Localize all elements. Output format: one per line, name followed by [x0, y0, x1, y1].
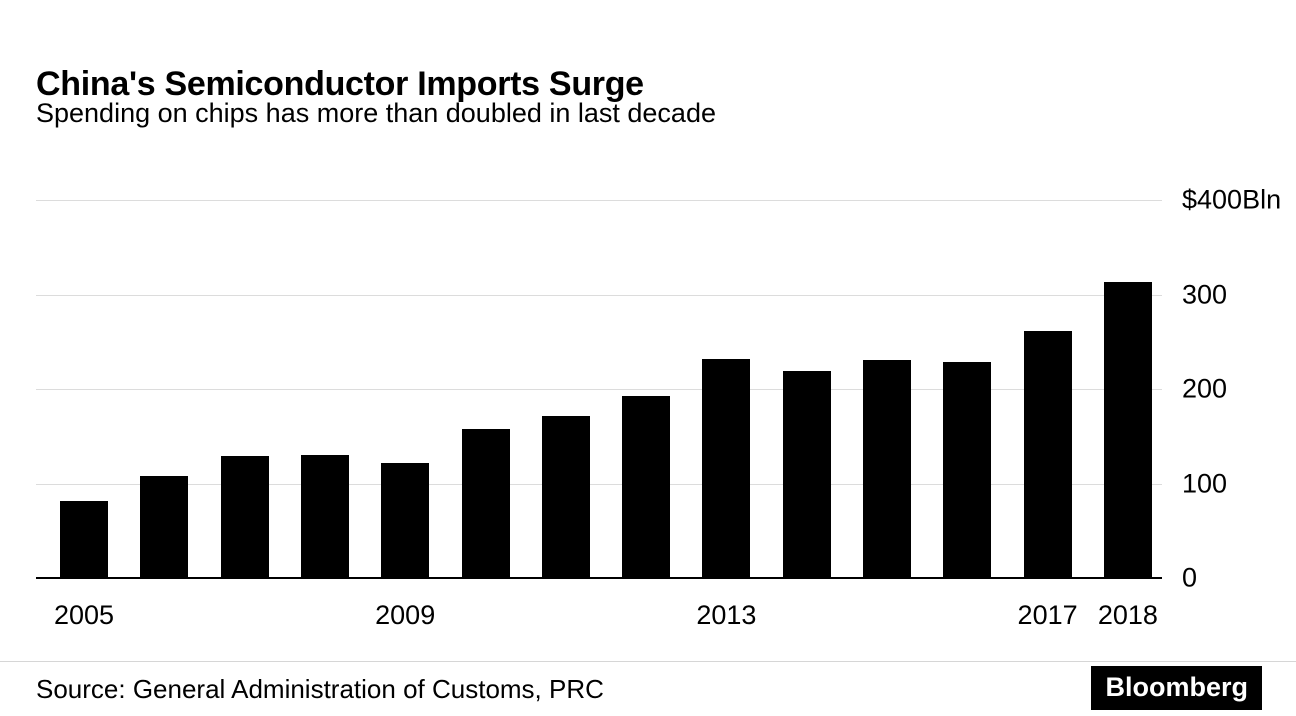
bar-2013: [702, 358, 751, 577]
x-axis-label-2017: 2017: [1017, 600, 1078, 630]
chart-title: China's Semiconductor Imports Surge: [36, 64, 644, 103]
x-axis-label-2009: 2009: [375, 600, 436, 630]
bar-2005: [60, 501, 108, 577]
y-axis-label-0: 0: [1182, 562, 1198, 593]
footer-divider: [0, 661, 1296, 662]
bar-2011: [541, 416, 590, 577]
bar-2017: [1023, 331, 1072, 577]
y-axis-label-100: 100: [1182, 468, 1228, 498]
y-axis-label-200: 200: [1182, 373, 1228, 404]
bar-2007: [220, 456, 269, 577]
gridline-300: [36, 294, 1162, 296]
bar-2006: [140, 475, 189, 577]
y-axis-label-400: $400Bln: [1182, 184, 1282, 215]
bar-2008: [300, 455, 349, 577]
bar-chart-plot-area: [36, 200, 1162, 579]
x-axis-label-2005: 2005: [53, 600, 115, 630]
chart-subtitle: Spending on chips has more than doubled …: [36, 98, 716, 128]
bar-2014: [782, 371, 831, 577]
bar-2012: [622, 395, 671, 577]
source-note: Source: General Administration of Custom…: [36, 674, 604, 704]
gridline-100: [36, 483, 1162, 485]
gridline-0: [36, 577, 1162, 579]
bloomberg-logo: Bloomberg: [1091, 666, 1262, 710]
bar-2018: [1103, 282, 1152, 577]
x-axis-label-2013: 2013: [696, 600, 757, 630]
gridline-200: [36, 389, 1162, 390]
bar-2015: [863, 359, 911, 577]
bar-2010: [461, 428, 510, 577]
gridline-400: [36, 200, 1162, 201]
bar-2016: [943, 361, 992, 577]
y-axis-label-300: 300: [1182, 279, 1228, 309]
x-axis-label-2018: 2018: [1097, 600, 1158, 630]
bar-2009: [381, 462, 430, 577]
